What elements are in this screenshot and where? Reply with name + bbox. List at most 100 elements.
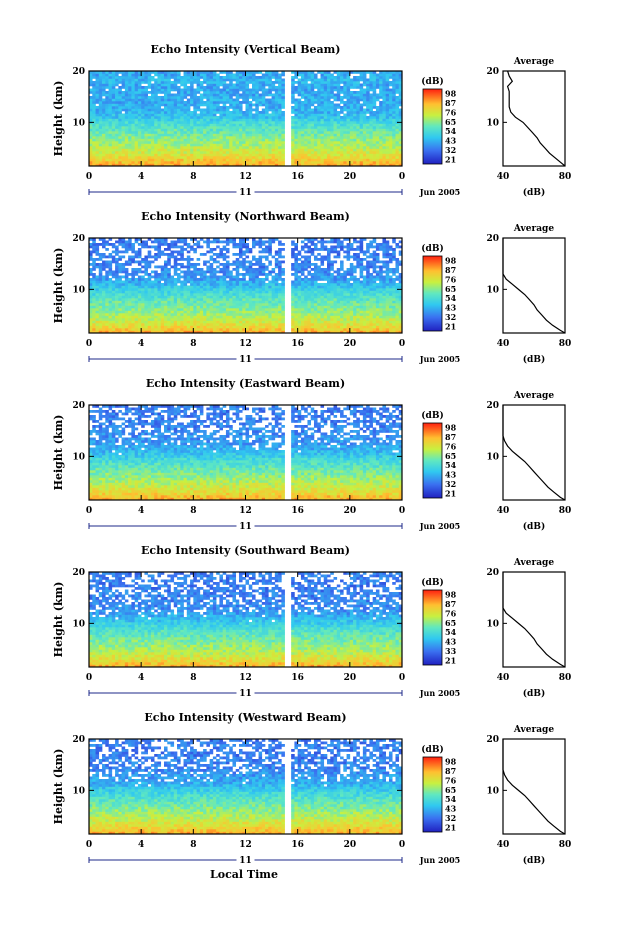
heatmap-cell xyxy=(385,118,390,122)
heatmap-cell xyxy=(219,295,223,299)
heatmap-cell xyxy=(160,156,165,159)
heatmap-cell xyxy=(229,106,233,109)
heatmap-cell xyxy=(216,98,220,102)
heatmap-cell xyxy=(154,136,158,139)
heatmap-cell xyxy=(105,328,109,331)
heatmap-cell xyxy=(317,83,321,87)
heatmap-cell xyxy=(229,153,233,157)
heatmap-cell xyxy=(359,143,364,147)
heatmap-cell xyxy=(163,330,168,334)
heatmap-cell xyxy=(353,71,357,74)
heatmap-cell xyxy=(131,88,135,92)
heatmap-cell xyxy=(392,131,396,134)
heatmap-cell xyxy=(147,298,152,301)
heatmap-cell xyxy=(379,303,383,306)
heatmap-cell xyxy=(111,76,116,79)
heatmap-cell xyxy=(356,138,360,142)
heatmap-cell xyxy=(281,71,285,74)
heatmap-cell xyxy=(359,116,364,119)
heatmap-cell xyxy=(356,328,360,331)
heatmap-cell xyxy=(330,295,334,299)
heatmap-cell xyxy=(271,116,276,119)
heatmap-cell xyxy=(124,153,129,157)
heatmap-cell xyxy=(382,121,386,124)
heatmap-cell xyxy=(128,323,132,326)
heatmap-cell xyxy=(180,163,184,167)
heatmap-cell xyxy=(395,96,400,99)
heatmap-cell xyxy=(375,303,380,306)
heatmap-cell xyxy=(102,71,106,74)
heatmap-cell xyxy=(229,73,233,77)
heatmap-cell xyxy=(366,146,370,149)
heatmap-cell xyxy=(124,151,129,154)
heatmap-cell xyxy=(252,323,256,326)
heatmap-cell xyxy=(307,305,312,309)
heatmap-cell xyxy=(118,328,122,331)
heatmap-cell xyxy=(203,141,207,144)
heatmap-cell xyxy=(297,113,302,117)
heatmap-cell xyxy=(375,83,380,87)
heatmap-cell xyxy=(118,293,122,296)
heatmap-cell xyxy=(131,136,135,139)
heatmap-cell xyxy=(118,151,122,154)
heatmap-cell xyxy=(150,308,155,311)
heatmap-cell xyxy=(362,78,367,82)
heatmap-cell xyxy=(196,83,201,87)
heatmap-cell xyxy=(372,318,377,321)
heatmap-cell xyxy=(382,126,386,129)
heatmap-cell xyxy=(392,158,396,162)
heatmap-cell xyxy=(108,128,113,132)
heatmap-cell xyxy=(118,315,122,319)
heatmap-cell xyxy=(134,83,139,87)
heatmap-cell xyxy=(89,111,93,114)
heatmap-cell xyxy=(229,156,233,159)
heatmap-cell xyxy=(232,91,237,94)
heatmap-cell xyxy=(294,123,298,127)
heatmap-cell xyxy=(330,153,334,157)
heatmap-cell xyxy=(167,91,171,94)
heatmap-cell xyxy=(183,303,188,306)
heatmap-cell xyxy=(150,133,155,137)
heatmap-cell xyxy=(398,116,403,119)
heatmap-cell xyxy=(242,148,246,152)
heatmap-cell xyxy=(190,318,194,321)
heatmap-cell xyxy=(199,318,204,321)
heatmap-cell xyxy=(327,153,331,157)
heatmap-cell xyxy=(92,111,96,114)
heatmap-cell xyxy=(356,320,360,324)
heatmap-cell xyxy=(297,73,302,77)
heatmap-cell xyxy=(297,315,302,319)
heatmap-cell xyxy=(366,71,370,74)
heatmap-cell xyxy=(359,148,364,152)
heatmap-cell xyxy=(131,151,135,154)
heatmap-cell xyxy=(183,126,188,129)
heatmap-cell xyxy=(209,293,214,296)
heatmap-cell xyxy=(278,161,282,164)
heatmap-cell xyxy=(382,131,386,134)
heatmap-cell xyxy=(183,305,188,309)
heatmap-cell xyxy=(385,116,390,119)
heatmap-cell xyxy=(235,73,240,77)
heatmap-cell xyxy=(242,158,246,162)
heatmap-cell xyxy=(261,93,266,97)
heatmap-cell xyxy=(232,111,237,114)
heatmap-cell xyxy=(372,158,377,162)
heatmap-cell xyxy=(141,151,145,154)
heatmap-cell xyxy=(369,83,373,87)
heatmap-cell xyxy=(320,323,325,326)
heatmap-cell xyxy=(340,101,344,104)
heatmap-cell xyxy=(343,76,347,79)
heatmap-cell xyxy=(252,163,256,167)
heatmap-cell xyxy=(225,96,230,99)
heatmap-cell xyxy=(385,300,390,304)
heatmap-cell xyxy=(313,320,318,324)
heatmap-cell xyxy=(111,323,116,326)
heatmap-cell xyxy=(343,146,347,149)
heatmap-cell xyxy=(340,138,344,142)
heatmap-cell xyxy=(95,300,100,304)
heatmap-cell xyxy=(340,106,344,109)
heatmap-cell xyxy=(258,328,263,331)
heatmap-cell xyxy=(98,138,103,142)
heatmap-cell xyxy=(193,131,197,134)
heatmap-cell xyxy=(281,83,285,87)
